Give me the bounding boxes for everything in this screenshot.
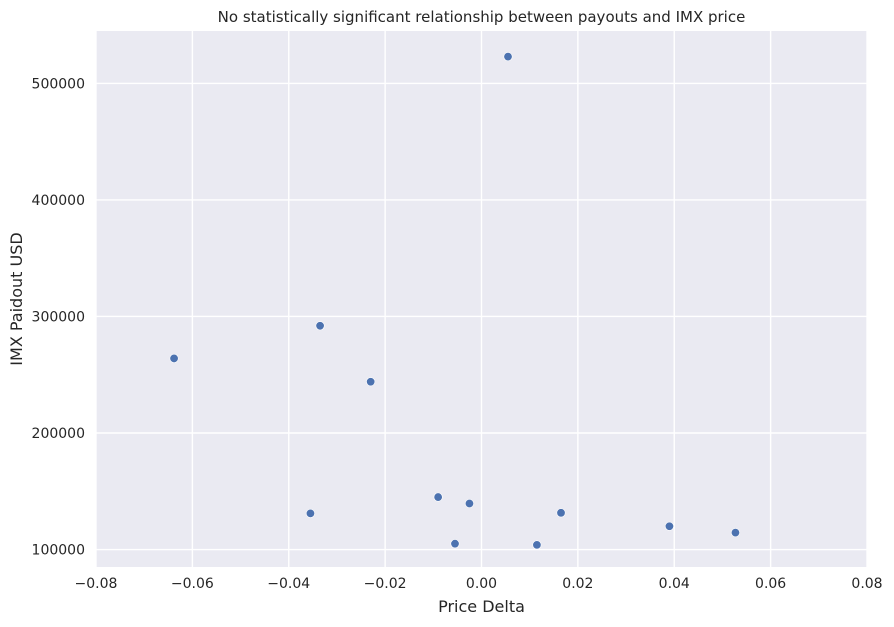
data-point: [503, 52, 513, 62]
x-tick-label: 0.00: [466, 576, 497, 592]
x-tick-label: 0.06: [755, 576, 786, 592]
x-tick-label: 0.02: [562, 576, 593, 592]
y-tick-label: 300000: [32, 309, 85, 325]
data-point: [556, 508, 566, 518]
data-point: [464, 498, 474, 508]
y-axis-label: IMX Paidout USD: [7, 232, 26, 365]
x-tick-label: 0.08: [851, 576, 882, 592]
data-point: [169, 353, 179, 363]
chart-title: No statistically significant relationshi…: [218, 8, 746, 26]
x-tick-label: −0.06: [171, 576, 214, 592]
y-tick-label: 200000: [32, 426, 85, 442]
x-axis-label: Price Delta: [438, 597, 525, 616]
data-point: [450, 539, 460, 549]
y-tick-label: 100000: [32, 543, 85, 559]
y-tick-label: 500000: [32, 76, 85, 92]
data-points: [169, 52, 740, 550]
data-point: [305, 508, 315, 518]
grid-lines: [95, 31, 868, 567]
data-point: [664, 521, 674, 531]
x-tick-label: −0.08: [75, 576, 118, 592]
data-point: [532, 540, 542, 550]
data-point: [366, 377, 376, 387]
x-tick-label: −0.04: [267, 576, 310, 592]
data-point: [730, 528, 740, 538]
x-axis-ticks: −0.08 −0.06 −0.04 −0.02 0.00 0.02 0.04 0.06 0.08: [75, 576, 883, 592]
y-axis-ticks: 100000 200000 300000 400000 500000: [32, 76, 85, 558]
y-tick-label: 400000: [32, 193, 85, 209]
data-point: [315, 321, 325, 331]
x-tick-label: 0.04: [659, 576, 690, 592]
x-tick-label: −0.02: [364, 576, 407, 592]
data-point: [433, 492, 443, 502]
